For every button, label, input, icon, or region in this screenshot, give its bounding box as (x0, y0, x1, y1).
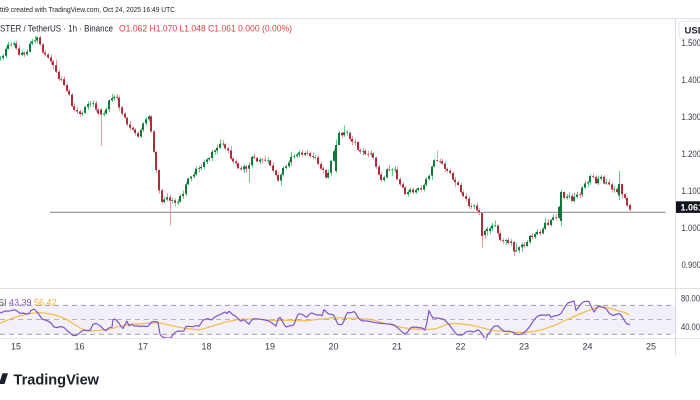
svg-text:15: 15 (11, 342, 21, 352)
svg-text:1.400: 1.400 (682, 75, 700, 85)
svg-text:21: 21 (392, 342, 402, 352)
svg-text:1.061: 1.061 (681, 202, 700, 212)
svg-text:O1.062 H1.070 L1.048 C1.061 0.: O1.062 H1.070 L1.048 C1.061 0.000 (0.00%… (119, 24, 292, 34)
svg-text:23: 23 (519, 342, 529, 352)
svg-text:USDT: USDT (685, 26, 700, 37)
svg-text:17: 17 (138, 342, 148, 352)
svg-text:1.500: 1.500 (682, 38, 700, 48)
svg-text:22: 22 (455, 342, 465, 352)
svg-text:SI: SI (0, 298, 7, 308)
svg-text:56.42: 56.42 (34, 298, 57, 308)
svg-text:43.39: 43.39 (9, 298, 32, 308)
svg-text:tti9 created with TradingView.: tti9 created with TradingView.com, Oct 2… (0, 5, 175, 14)
svg-text:24: 24 (582, 342, 592, 352)
svg-text:19: 19 (265, 342, 275, 352)
svg-text:STER / TetherUS · 1h · Binance: STER / TetherUS · 1h · Binance (0, 24, 113, 34)
svg-text:16: 16 (74, 342, 84, 352)
svg-text:20: 20 (328, 342, 338, 352)
svg-text:18: 18 (201, 342, 211, 352)
svg-text:1.100: 1.100 (682, 186, 700, 196)
svg-text:1.200: 1.200 (682, 149, 700, 159)
svg-text:1.000: 1.000 (682, 223, 700, 233)
svg-text:TradingView: TradingView (14, 372, 100, 388)
svg-text:40.00: 40.00 (681, 322, 700, 332)
svg-text:1.300: 1.300 (682, 112, 700, 122)
svg-text:80.00: 80.00 (681, 294, 700, 304)
svg-text:0.900: 0.900 (682, 260, 700, 270)
svg-text:25: 25 (646, 342, 656, 352)
